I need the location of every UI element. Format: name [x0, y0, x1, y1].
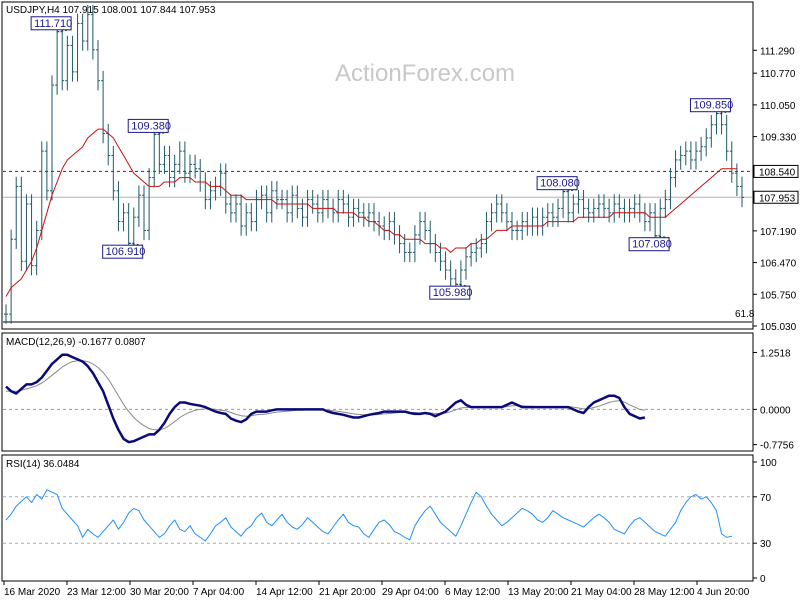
time-tick-label: 16 Mar 2020 — [4, 587, 61, 598]
macd-tick-label: -0.7756 — [760, 441, 794, 452]
annotation-label: 105.980 — [433, 287, 473, 299]
macd-tick-label: 1.2518 — [760, 348, 791, 359]
time-tick-label: 21 May 04:00 — [571, 587, 632, 598]
level-label-box — [753, 164, 799, 178]
price-tick-label: 109.330 — [760, 133, 797, 144]
price-tick-label: 106.470 — [760, 259, 797, 270]
annotation-box — [30, 16, 72, 31]
price-header: USDJPY,H4 107.915 108.001 107.844 107.95… — [6, 5, 216, 16]
macd-header: MACD(12,26,9) -0.1677 0.0807 — [6, 337, 146, 348]
annotation-box — [689, 98, 731, 113]
time-tick-label: 30 Mar 20:00 — [130, 587, 189, 598]
rsi-header: RSI(14) 36.0484 — [6, 459, 80, 470]
annotation-box — [127, 118, 169, 133]
level-label: 108.540 — [759, 167, 796, 178]
time-tick-label: 7 Apr 04:00 — [193, 587, 245, 598]
price-tick-label: 105.750 — [760, 290, 797, 301]
price-tick-label: 110.770 — [760, 69, 796, 80]
rsi-line — [5, 489, 732, 542]
macd-line — [5, 353, 646, 444]
macd-pane[interactable] — [1, 332, 754, 452]
rsi-tick-label: 0 — [760, 574, 766, 585]
annotation-box — [536, 176, 578, 191]
moving-average-line — [5, 128, 737, 297]
annotation-label: 106.910 — [106, 246, 146, 258]
price-tick-label: 111.290 — [760, 46, 795, 57]
time-tick-label: 14 Apr 12:00 — [256, 587, 313, 598]
price-tick-label: 107.190 — [760, 227, 797, 238]
time-tick-label: 13 May 20:00 — [508, 587, 569, 598]
annotation-label: 111.710 — [34, 18, 72, 30]
annotation-box — [628, 237, 670, 252]
annotation-box — [102, 244, 144, 259]
price-tick-label: 110.050 — [760, 101, 796, 112]
price-pane[interactable] — [1, 1, 754, 330]
macd-tick-label: 0.0000 — [760, 405, 791, 416]
time-tick-label: 28 May 12:00 — [634, 587, 695, 598]
rsi-tick-label: 100 — [760, 458, 777, 469]
rsi-tick-label: 30 — [760, 539, 772, 550]
annotation-label: 109.380 — [131, 120, 171, 132]
time-tick-label: 29 Apr 04:00 — [382, 587, 439, 598]
watermark: ActionForex.com — [335, 60, 515, 87]
time-tick-label: 23 Mar 12:00 — [67, 587, 126, 598]
price-tick-label: 105.030 — [760, 322, 797, 333]
fib-label: 61.8 — [735, 309, 755, 320]
annotation-label: 107.080 — [632, 239, 672, 251]
rsi-pane[interactable] — [1, 454, 754, 582]
time-tick-label: 4 Jun 20:00 — [697, 587, 750, 598]
annotation-label: 108.080 — [540, 178, 580, 190]
rsi-tick-label: 70 — [760, 493, 772, 504]
annotation-label: 109.850 — [693, 100, 733, 112]
annotation-box — [429, 285, 471, 300]
time-tick-label: 21 Apr 20:00 — [319, 587, 376, 598]
current-price-box — [753, 190, 799, 204]
time-tick-label: 6 May 12:00 — [445, 587, 500, 598]
current-price-label: 107.953 — [759, 193, 796, 204]
